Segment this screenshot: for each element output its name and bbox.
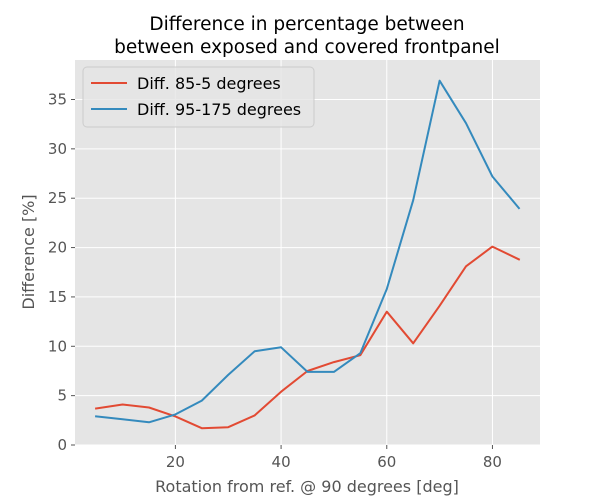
y-tick-label: 35 [48,90,67,108]
y-tick-label: 5 [57,387,67,405]
legend-frame [82,66,315,128]
y-tick-label: 25 [48,189,67,207]
y-tick-label: 0 [57,436,67,454]
chart-title-line1: Difference in percentage between [149,14,464,35]
legend-label-series-1: Diff. 85-5 degrees [137,74,281,93]
axis-ticks: 20 40 60 80 0 5 10 15 20 25 30 35 [48,90,502,471]
x-tick-label: 40 [272,453,291,471]
chart-title-line2: between exposed and covered frontpanel [114,37,500,58]
legend: Diff. 85-5 degrees Diff. 95-175 degrees [82,66,315,128]
y-axis-label: Difference [%] [19,194,38,309]
y-tick-label: 20 [48,239,67,257]
series-lines [94,79,521,430]
x-axis-label: Rotation from ref. @ 90 degrees [deg] [155,477,459,496]
x-tick-label: 60 [377,453,396,471]
series-line-2 [94,79,521,424]
legend-label-series-2: Diff. 95-175 degrees [137,100,301,119]
y-tick-label: 30 [48,140,67,158]
x-tick-label: 20 [166,453,185,471]
y-tick-label: 15 [48,288,67,306]
y-tick-label: 10 [48,337,67,355]
x-tick-label: 80 [483,453,502,471]
